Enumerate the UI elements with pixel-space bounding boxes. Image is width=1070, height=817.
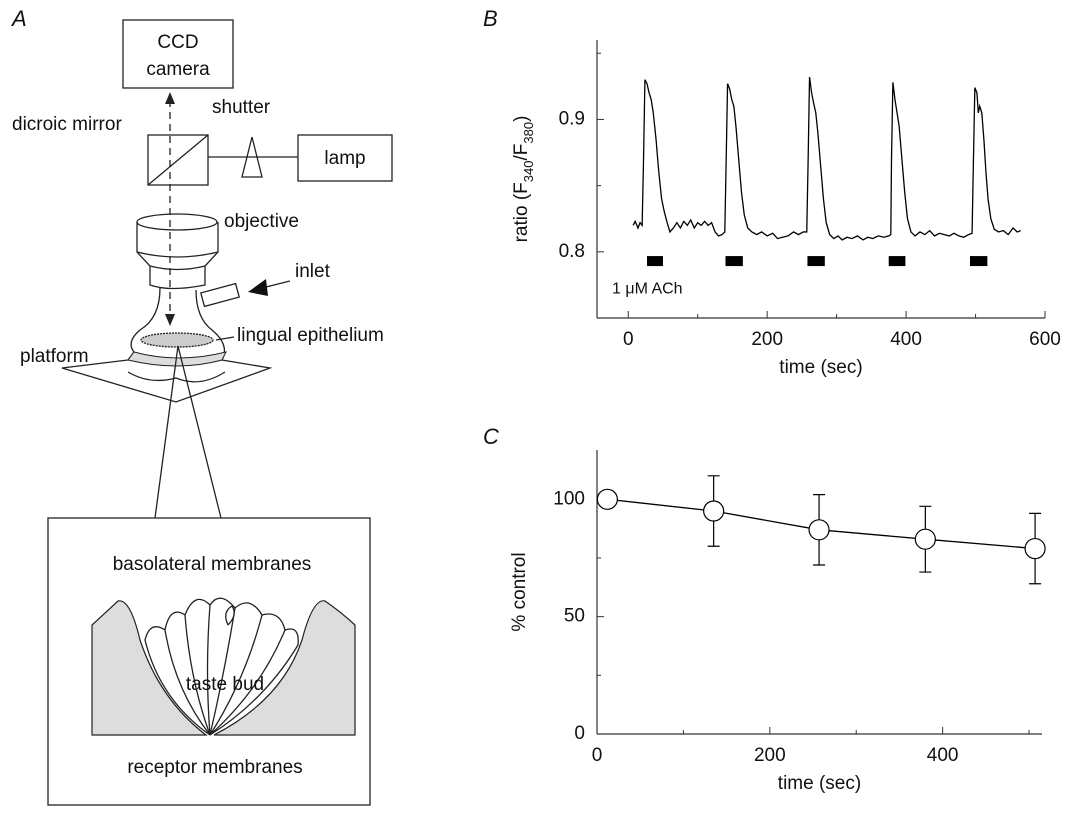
stimulus-bar <box>647 256 663 267</box>
panel-a: A CCD camera dicroic mirror shutter lamp… <box>10 6 393 806</box>
y-tick-label: 50 <box>564 606 585 627</box>
panel-label: C <box>483 424 499 449</box>
taste-bud <box>144 597 299 736</box>
mirror <box>147 134 209 186</box>
stimulus-bar <box>807 256 825 267</box>
x-tick-label: 0 <box>623 329 634 350</box>
shutter-label: shutter <box>212 97 271 118</box>
zoom-lines <box>154 345 222 519</box>
marker <box>1024 537 1046 560</box>
platform-rim <box>127 351 227 367</box>
marker <box>914 528 936 550</box>
chamber <box>61 287 273 403</box>
label-pointer <box>215 336 235 341</box>
stimulus-bar <box>888 256 906 267</box>
panel-label: A <box>10 6 27 31</box>
y-axis-label-part: 380 <box>521 122 536 144</box>
shutter <box>241 136 263 178</box>
panel-label: B <box>483 6 498 31</box>
x-tick-label: 400 <box>927 745 959 766</box>
epithelium <box>140 332 214 348</box>
y-axis-label-part: /F <box>511 144 532 161</box>
y-tick-label: 0.9 <box>559 108 585 129</box>
x-tick-label: 200 <box>751 329 783 350</box>
annotation: 1 μM ACh <box>612 280 683 297</box>
platform-detail <box>127 371 226 383</box>
inset-label: basolateral membranes <box>113 554 312 575</box>
y-axis-label-part: 340 <box>521 161 536 183</box>
inset-label: receptor membranes <box>127 757 302 778</box>
mirror-cube <box>147 134 209 186</box>
x-tick-label: 0 <box>592 745 603 766</box>
stimulus-bar <box>725 256 743 267</box>
marker <box>596 488 618 510</box>
inset-box <box>47 517 371 806</box>
objective-rings <box>136 251 219 271</box>
objective-top <box>136 213 218 231</box>
trace <box>632 76 1021 241</box>
marker <box>808 519 830 541</box>
x-axis-label: time (sec) <box>778 773 861 794</box>
mirror-label: dicroic mirror <box>12 114 122 135</box>
inset-label: taste bud <box>186 674 264 695</box>
camera-label: CCD <box>157 32 198 53</box>
tissue <box>91 600 208 736</box>
objective <box>136 222 219 290</box>
x-axis-label: time (sec) <box>779 357 862 378</box>
x-tick-label: 600 <box>1029 329 1061 350</box>
inlet-tube <box>200 282 240 308</box>
arrow-head <box>165 314 175 326</box>
tissue <box>213 600 356 736</box>
epithelium-label: lingual epithelium <box>237 325 384 346</box>
y-tick-label: 100 <box>553 488 585 509</box>
y-axis-label-part: ratio (F <box>511 182 532 242</box>
y-tick-label: 0.8 <box>559 241 585 262</box>
lamp-label: lamp <box>324 148 365 169</box>
cells <box>164 604 286 736</box>
charts: B 0.8 0.9 0 200 400 600 time (sec) ratio (F340/F… <box>483 6 1061 794</box>
arrow-head <box>165 92 175 104</box>
y-axis-label: % control <box>509 552 530 631</box>
y-tick-label: 0 <box>574 723 585 744</box>
marker <box>703 500 725 522</box>
x-tick-label: 200 <box>754 745 786 766</box>
lamp-box <box>297 134 393 182</box>
y-axis-label-part: ) <box>511 116 532 122</box>
inlet-label: inlet <box>295 261 331 282</box>
platform-label: platform <box>20 346 89 367</box>
arrow-head <box>248 279 268 296</box>
objective-label: objective <box>224 211 299 232</box>
y-axis-label: ratio (F340/F380) <box>511 116 536 243</box>
camera-box <box>122 19 234 89</box>
x-tick-label: 400 <box>890 329 922 350</box>
camera-label: camera <box>146 59 210 80</box>
stimulus-bar <box>969 256 988 267</box>
